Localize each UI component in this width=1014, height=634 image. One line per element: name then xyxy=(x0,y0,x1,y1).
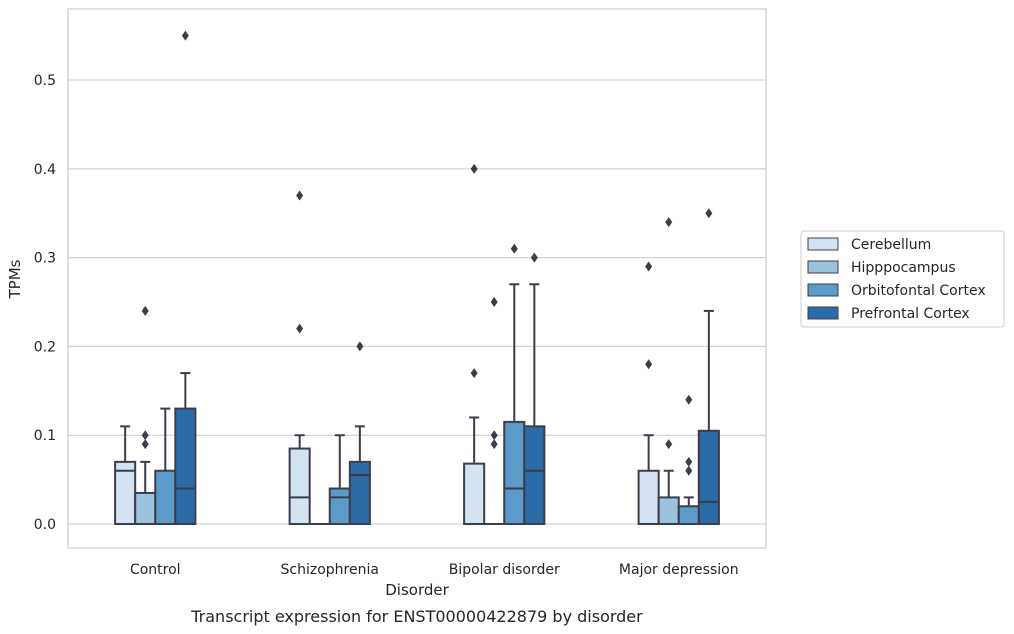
box-group xyxy=(637,261,660,526)
legend-frame xyxy=(800,230,1005,328)
outlier-point xyxy=(665,217,673,228)
outlier-point xyxy=(181,30,189,41)
y-tick-label: 0.4 xyxy=(34,162,56,178)
plot-marks xyxy=(114,30,720,526)
outlier-point xyxy=(490,430,498,441)
box-group xyxy=(348,341,371,526)
outlier-point xyxy=(685,456,693,467)
box-group xyxy=(114,425,137,526)
legend-swatch xyxy=(807,237,839,251)
box-body xyxy=(697,429,720,526)
box-body xyxy=(348,460,371,526)
outlier-point xyxy=(685,465,693,476)
box-group xyxy=(484,297,505,526)
box-body xyxy=(677,505,700,526)
legend-label: Prefrontal Cortex xyxy=(851,306,970,322)
box-group xyxy=(523,252,546,526)
outlier-point xyxy=(490,297,498,308)
box-body xyxy=(288,447,311,526)
outlier-point xyxy=(645,261,653,272)
y-axis-ticks: 0.0 0.1 0.2 0.3 0.4 0.5 xyxy=(34,73,56,533)
outlier-point xyxy=(530,252,538,263)
outlier-point xyxy=(296,323,304,334)
box-body xyxy=(174,407,197,526)
box-group xyxy=(154,407,177,526)
box-body xyxy=(523,425,546,526)
legend-label: Cerebellum xyxy=(851,237,931,253)
box-body xyxy=(503,420,526,526)
legend-swatch xyxy=(807,283,839,297)
legend-label: Hipppocampus xyxy=(851,260,956,276)
box-body xyxy=(328,487,351,526)
box-group xyxy=(174,30,197,526)
x-tick-label: Control xyxy=(130,562,181,578)
box-group xyxy=(328,434,351,526)
box-group xyxy=(288,190,311,526)
outlier-point xyxy=(705,208,713,219)
box-group xyxy=(697,208,720,526)
outlier-point xyxy=(141,439,149,450)
legend-swatch xyxy=(807,306,839,320)
outlier-point xyxy=(141,305,149,316)
legend-label: Orbitofontal Cortex xyxy=(851,283,986,299)
legend-swatch xyxy=(807,260,839,274)
box-group xyxy=(503,243,526,526)
box-body xyxy=(463,462,486,526)
y-tick-label: 0.3 xyxy=(34,251,56,267)
box-body xyxy=(134,491,157,526)
legend: Cerebellum Hipppocampus Orbitofontal Corte… xyxy=(800,230,1005,328)
outlier-point xyxy=(685,394,693,405)
outlier-point xyxy=(510,243,518,254)
box-group xyxy=(134,305,157,526)
box-group xyxy=(677,394,700,526)
box-body xyxy=(657,496,680,526)
y-tick-label: 0.2 xyxy=(34,339,56,355)
outlier-point xyxy=(470,368,478,379)
figure-caption: Transcript expression for ENST0000042287… xyxy=(190,607,643,626)
outlier-point xyxy=(645,359,653,370)
x-axis-title: Disorder xyxy=(385,581,449,599)
plot-frame xyxy=(67,8,767,549)
y-tick-label: 0.1 xyxy=(34,428,56,444)
outlier-point xyxy=(490,439,498,450)
y-tick-label: 0.0 xyxy=(34,517,56,533)
box-group xyxy=(463,163,486,526)
gridlines xyxy=(68,79,766,525)
x-tick-label: Schizophrenia xyxy=(281,562,379,578)
x-tick-label: Bipolar disorder xyxy=(449,562,560,578)
outlier-point xyxy=(665,439,673,450)
outlier-point xyxy=(356,341,364,352)
outlier-point xyxy=(141,430,149,441)
box-body xyxy=(637,469,660,526)
y-tick-label: 0.5 xyxy=(34,73,56,89)
x-axis-ticks: Control Schizophrenia Bipolar disorder Majo… xyxy=(130,562,739,578)
box-group xyxy=(657,217,680,526)
y-axis-title: TPMs xyxy=(6,259,24,299)
outlier-point xyxy=(470,163,478,174)
x-tick-label: Major depression xyxy=(619,562,739,578)
outlier-point xyxy=(296,190,304,201)
box-body xyxy=(154,469,177,526)
